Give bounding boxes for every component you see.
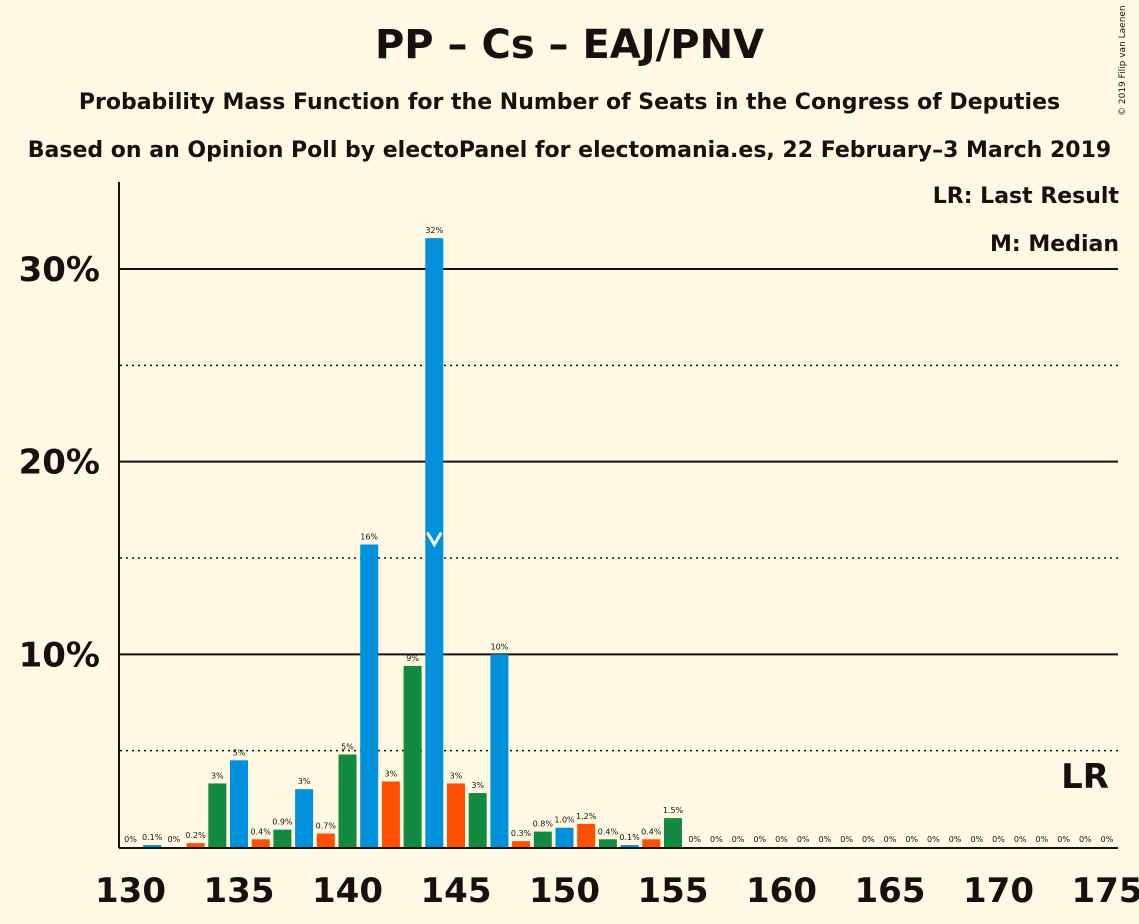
data-label: 0% bbox=[1014, 835, 1027, 844]
bar-seat-142 bbox=[381, 781, 400, 847]
data-label: 3% bbox=[298, 777, 311, 786]
bar-seat-135 bbox=[230, 760, 248, 847]
bar-seat-139 bbox=[316, 833, 335, 847]
bar-seat-148 bbox=[512, 841, 531, 847]
data-label: 0% bbox=[949, 835, 962, 844]
data-label: 9% bbox=[406, 654, 419, 663]
data-label: 0% bbox=[732, 835, 745, 844]
data-label: 3% bbox=[385, 769, 398, 778]
grid-lines bbox=[120, 268, 1118, 752]
bar-seat-137 bbox=[273, 829, 292, 847]
bar-seat-151 bbox=[577, 823, 596, 847]
bar-seat-138 bbox=[295, 789, 314, 847]
data-label: 0% bbox=[688, 835, 701, 844]
data-label: 0.8% bbox=[533, 820, 554, 829]
data-label: 0.3% bbox=[511, 829, 532, 838]
data-label: 0% bbox=[1101, 835, 1114, 844]
bar-seat-133 bbox=[186, 843, 205, 847]
data-label: 0% bbox=[862, 835, 875, 844]
data-label: 16% bbox=[360, 533, 378, 542]
data-label: 0% bbox=[124, 835, 137, 844]
data-label: 0% bbox=[884, 835, 897, 844]
data-label: 0.1% bbox=[619, 833, 640, 842]
median-marker bbox=[426, 531, 443, 548]
bar-seat-149 bbox=[533, 831, 552, 847]
chart-subtitle: Probability Mass Function for the Number… bbox=[78, 90, 1061, 115]
axes: 10% 20% 30% 130 135 140 145 150 155 160 165 170 175 bbox=[19, 182, 1139, 911]
bar-seat-131 bbox=[143, 845, 162, 847]
y-tick-label: 10% bbox=[19, 635, 100, 675]
bar-seat-155 bbox=[664, 818, 682, 847]
bar-seat-152 bbox=[598, 839, 617, 847]
data-label: 10% bbox=[491, 642, 509, 651]
chart-source: Based on an Opinion Poll by electoPanel … bbox=[27, 138, 1112, 163]
legend-median: M: Median bbox=[990, 232, 1119, 257]
x-tick-label: 165 bbox=[855, 871, 926, 911]
data-label: 0.2% bbox=[185, 831, 206, 840]
x-tick-label: 160 bbox=[746, 871, 817, 911]
data-label: 0.1% bbox=[142, 833, 163, 842]
x-tick-label: 135 bbox=[204, 871, 275, 911]
data-label: 5% bbox=[341, 743, 354, 752]
bar-seat-136 bbox=[251, 839, 270, 847]
chart-title: PP – Cs – EAJ/PNV bbox=[374, 22, 765, 68]
bar-seat-154 bbox=[642, 839, 661, 847]
data-label: 0.4% bbox=[598, 827, 619, 836]
bar-seat-147 bbox=[490, 654, 509, 847]
x-tick-label: 145 bbox=[421, 871, 492, 911]
data-label: 0% bbox=[168, 835, 181, 844]
data-label: 1.5% bbox=[663, 806, 684, 815]
data-label: 0% bbox=[797, 835, 810, 844]
data-label: 0% bbox=[1057, 835, 1070, 844]
data-label: 0.4% bbox=[251, 827, 272, 836]
data-label: 0% bbox=[753, 835, 766, 844]
x-tick-label: 150 bbox=[529, 871, 600, 911]
data-label: 0% bbox=[840, 835, 853, 844]
data-label: 0% bbox=[992, 835, 1005, 844]
bar-seat-143 bbox=[403, 665, 422, 847]
data-label: 32% bbox=[425, 226, 443, 235]
data-label: 0% bbox=[905, 835, 918, 844]
data-label: 0.7% bbox=[316, 822, 337, 831]
data-label: 5% bbox=[233, 748, 246, 757]
data-labels: 0% 0.1% 0% 0.2%3%5%0.4%0.9%3%0.7%5%16%3%9%3… bbox=[124, 226, 1114, 844]
bar-series bbox=[143, 238, 682, 847]
legend-last-result: LR: Last Result bbox=[932, 184, 1119, 209]
data-label: 0% bbox=[1036, 835, 1049, 844]
data-label: 0% bbox=[710, 835, 723, 844]
bar-seat-134 bbox=[208, 783, 227, 847]
bar-seat-145 bbox=[447, 783, 465, 847]
x-tick-label: 175 bbox=[1072, 871, 1139, 911]
bar-seat-140 bbox=[338, 754, 357, 847]
data-label: 3% bbox=[471, 781, 484, 790]
bar-seat-146 bbox=[468, 793, 487, 847]
data-label: 3% bbox=[211, 771, 224, 780]
bar-seat-153 bbox=[620, 845, 639, 847]
last-result-marker: LR bbox=[1061, 757, 1109, 797]
x-tick-label: 170 bbox=[963, 871, 1034, 911]
x-tick-label: 130 bbox=[95, 871, 166, 911]
data-label: 0% bbox=[819, 835, 832, 844]
y-tick-label: 30% bbox=[19, 250, 100, 290]
data-label: 3% bbox=[450, 771, 463, 780]
data-label: 0% bbox=[927, 835, 940, 844]
data-label: 0% bbox=[775, 835, 788, 844]
data-label: 1.2% bbox=[576, 812, 597, 821]
data-label: 0.9% bbox=[272, 818, 293, 827]
y-tick-label: 20% bbox=[19, 443, 100, 483]
bar-seat-141 bbox=[360, 544, 379, 847]
data-label: 1.0% bbox=[554, 816, 575, 825]
data-label: 0.4% bbox=[641, 827, 662, 836]
x-tick-label: 155 bbox=[638, 871, 709, 911]
data-label: 0% bbox=[970, 835, 983, 844]
bar-seat-150 bbox=[555, 827, 574, 847]
data-label: 0% bbox=[1079, 835, 1092, 844]
x-tick-label: 140 bbox=[312, 871, 383, 911]
